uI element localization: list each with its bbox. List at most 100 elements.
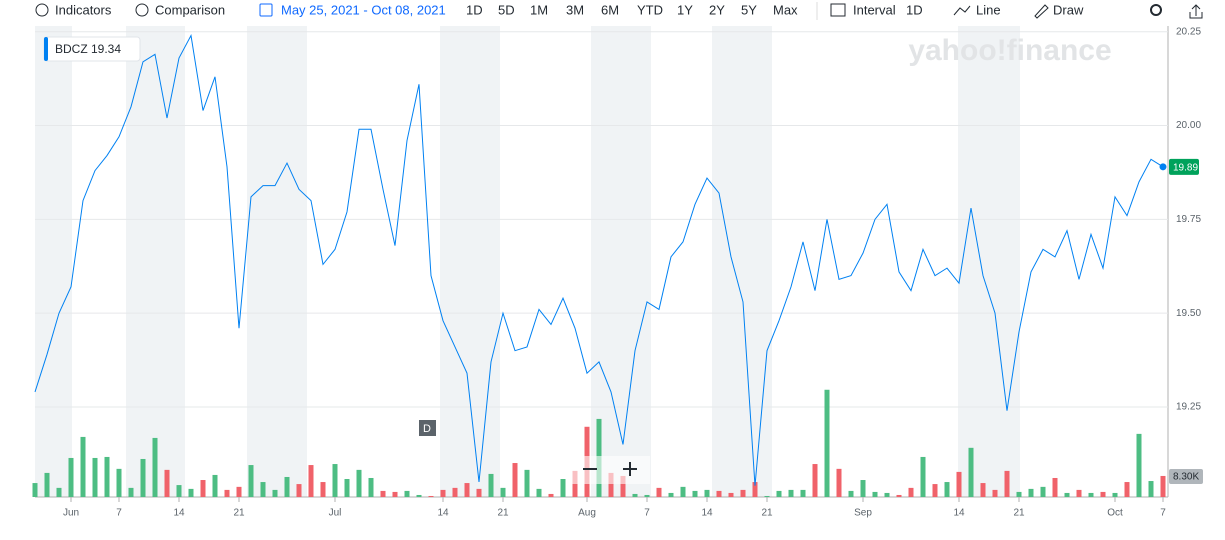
- range-button[interactable]: 5Y: [741, 2, 757, 17]
- volume-bar: [644, 494, 650, 497]
- volume-bar: [80, 436, 86, 497]
- x-tick-label: Jul: [329, 508, 342, 519]
- watermark: yahoo!finance: [908, 34, 1111, 67]
- y-tick-label: 19.50: [1176, 308, 1201, 319]
- legend-swatch: [44, 37, 48, 61]
- volume-bar: [524, 469, 530, 497]
- volume-bar: [44, 472, 50, 497]
- volume-bar: [1136, 433, 1142, 497]
- volume-bar: [416, 494, 422, 497]
- volume-bar: [548, 493, 554, 497]
- volume-tag-label: 8.30K: [1173, 472, 1199, 483]
- range-button[interactable]: Max: [773, 2, 798, 17]
- volume-bar: [656, 487, 662, 497]
- last-point: [1159, 163, 1167, 171]
- volume-bar: [788, 489, 794, 497]
- volume-bar: [140, 458, 146, 497]
- x-tick-label: Sep: [854, 508, 872, 519]
- volume-tag: [1169, 468, 1203, 484]
- volume-bar: [560, 479, 566, 497]
- x-tick-label: Aug: [578, 508, 596, 519]
- volume-bar: [1064, 492, 1070, 497]
- dividend-marker[interactable]: [419, 420, 436, 436]
- range-button[interactable]: 1Y: [677, 2, 693, 17]
- volume-bar: [1148, 481, 1154, 497]
- icon: [953, 5, 971, 16]
- interval-button[interactable]: 1D: [906, 2, 923, 17]
- y-tick-label: 20.00: [1176, 120, 1201, 131]
- volume-bar: [1016, 491, 1022, 497]
- zoom-in[interactable]: [623, 462, 637, 476]
- volume-bar: [320, 482, 326, 497]
- range-button[interactable]: 1M: [530, 2, 548, 17]
- toolbar: Indicators Comparison May 25, 2021 - Oct…: [35, 2, 1203, 20]
- volume-bar: [608, 472, 614, 497]
- chart-style-button[interactable]: Line: [976, 2, 1001, 17]
- volume-bar: [620, 475, 626, 497]
- volume-bar: [164, 469, 170, 497]
- volume-bar: [1052, 477, 1058, 497]
- volume-bar: [452, 487, 458, 497]
- range-button[interactable]: 3M: [566, 2, 584, 17]
- share-icon[interactable]: [1189, 4, 1203, 19]
- volume-bar: [968, 447, 974, 497]
- x-tick-label: 21: [233, 508, 245, 519]
- y-tick-label: 19.75: [1176, 214, 1201, 225]
- interval-label: Interval: [853, 2, 896, 17]
- date-range-button[interactable]: May 25, 2021 - Oct 08, 2021: [281, 2, 446, 17]
- indicators-button[interactable]: Indicators: [55, 2, 112, 17]
- volume-bar: [944, 482, 950, 497]
- volume-bar: [1040, 486, 1046, 497]
- volume-bar: [716, 490, 722, 497]
- draw-button[interactable]: Draw: [1053, 2, 1084, 17]
- volume-bar: [428, 495, 434, 497]
- volume-bar: [404, 490, 410, 497]
- volume-bar: [224, 489, 230, 497]
- volume-bar: [512, 463, 518, 497]
- range-button[interactable]: 6M: [601, 2, 619, 17]
- x-tick-label: 7: [116, 508, 122, 519]
- comparison-button[interactable]: Comparison: [155, 2, 225, 17]
- range-button[interactable]: YTD: [637, 2, 663, 17]
- volume-bar: [116, 468, 122, 497]
- range-button[interactable]: 1D: [466, 2, 483, 17]
- price-tag: [1169, 158, 1199, 175]
- volume-bar: [812, 464, 818, 497]
- volume-bar: [920, 456, 926, 497]
- y-tick-label: 19.25: [1176, 402, 1201, 413]
- volume-bar: [956, 471, 962, 497]
- zoom-bg: [570, 456, 650, 484]
- volume-bar: [872, 491, 878, 497]
- volume-bar: [836, 468, 842, 497]
- volume-bar: [680, 486, 686, 497]
- volume-bar: [200, 480, 206, 497]
- x-tick-label: 7: [644, 508, 650, 519]
- range-button[interactable]: 5D: [498, 2, 515, 17]
- volume-bar: [704, 489, 710, 497]
- x-tick-label: 21: [761, 508, 773, 519]
- volume-bar: [356, 469, 362, 497]
- volume-bar: [392, 491, 398, 497]
- settings-icon[interactable]: [1150, 4, 1162, 16]
- range-button[interactable]: 2Y: [709, 2, 725, 17]
- icon: [830, 3, 846, 17]
- volume-bar: [908, 487, 914, 497]
- volume-bar: [848, 490, 854, 497]
- icon: [35, 3, 49, 17]
- price-line: [34, 33, 1164, 486]
- x-tick-label: 14: [437, 508, 449, 519]
- zoom-controls: [570, 456, 650, 484]
- volume-bar: [344, 479, 350, 497]
- dividend-label[interactable]: D: [423, 423, 431, 435]
- volume-bar: [896, 494, 902, 497]
- volume-bar: [464, 483, 470, 497]
- x-tick-label: 21: [497, 508, 509, 519]
- price-tag-label: 19.89: [1173, 162, 1198, 173]
- volume-bar: [632, 493, 638, 497]
- volume-bar: [776, 490, 782, 497]
- icon: [135, 3, 149, 17]
- legend: BDCZ 19.34: [43, 36, 141, 62]
- icon: [1034, 4, 1049, 19]
- volume-bar: [1088, 492, 1094, 497]
